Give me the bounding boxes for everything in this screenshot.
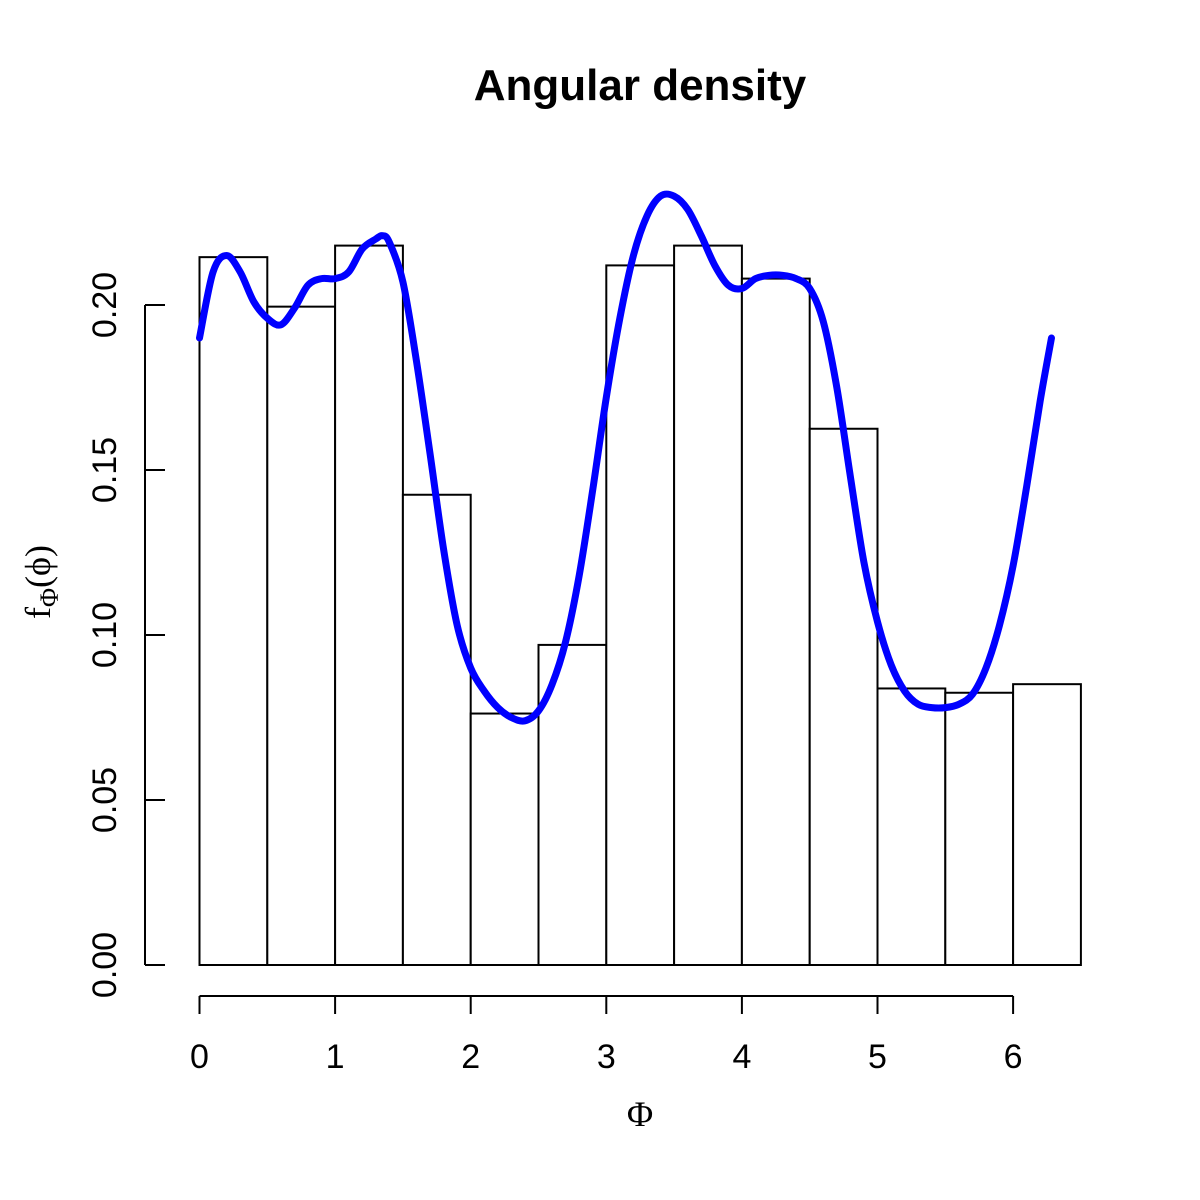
histogram-bar-12 — [944, 691, 1015, 966]
y-tick-label-4: 0.20 — [86, 272, 124, 338]
y-axis-label-subscript: Φ — [35, 588, 64, 607]
x-axis: 0 1 2 3 4 5 6 — [190, 995, 1023, 1076]
chart-title: Angular density — [474, 61, 807, 110]
y-axis-label-base: f — [18, 607, 58, 619]
x-tick-label-4: 4 — [732, 1038, 751, 1076]
x-tick-label-5: 5 — [868, 1038, 887, 1076]
y-tick-label-1: 0.05 — [86, 767, 124, 833]
density-curve-line-1 — [196, 190, 1055, 725]
svg-text:fΦ(ϕ): fΦ(ϕ) — [18, 545, 64, 619]
histogram-bar-8 — [673, 244, 743, 967]
density-curve-layer — [196, 190, 1055, 725]
histogram-bar-11 — [876, 687, 947, 967]
histogram-bar-5 — [469, 712, 540, 966]
y-tick-label-3: 0.15 — [86, 437, 124, 503]
histogram-bar-2 — [266, 305, 337, 966]
x-tick-label-6: 6 — [1004, 1038, 1023, 1076]
histogram-bar-7 — [605, 264, 676, 966]
histogram-bar-13 — [1012, 683, 1082, 966]
histogram-bar-10 — [808, 427, 879, 966]
y-tick-label-0: 0.00 — [86, 932, 124, 998]
x-axis-label: Φ — [627, 1094, 653, 1134]
histogram-bar-4 — [401, 493, 472, 966]
y-axis: 0.00 0.05 0.10 0.15 0.20 — [86, 272, 165, 998]
x-tick-label-0: 0 — [190, 1038, 209, 1076]
histogram-bar-1 — [198, 256, 269, 966]
bars-layer — [198, 244, 1082, 967]
histogram-bar-3 — [334, 244, 404, 967]
histogram-bar-9 — [740, 277, 811, 967]
y-axis-label: fΦ(ϕ) — [18, 545, 64, 619]
y-tick-label-2: 0.10 — [86, 602, 124, 668]
x-tick-label-2: 2 — [461, 1038, 480, 1076]
y-axis-label-argument: (ϕ) — [18, 545, 58, 588]
x-tick-label-3: 3 — [597, 1038, 616, 1076]
x-tick-label-1: 1 — [326, 1038, 345, 1076]
